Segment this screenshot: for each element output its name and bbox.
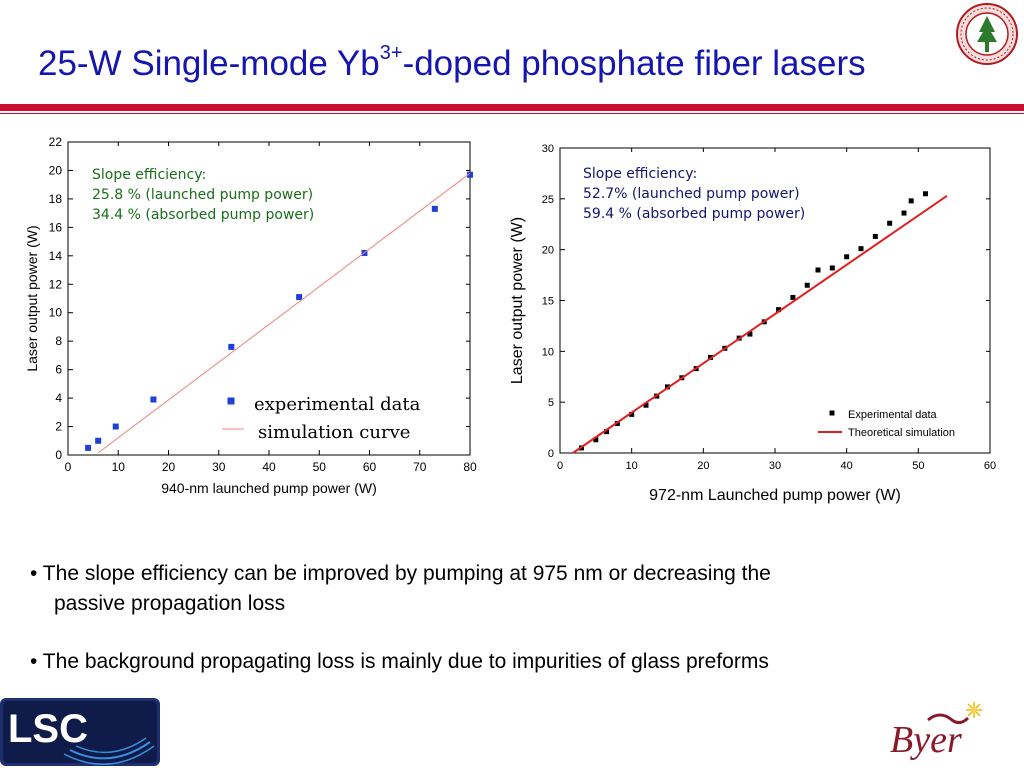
x-tick-label: 50 xyxy=(313,460,327,474)
data-point xyxy=(431,205,438,212)
legend-marker-icon xyxy=(227,397,235,405)
data-point xyxy=(228,343,235,350)
data-point xyxy=(804,282,810,288)
x-tick-label: 20 xyxy=(162,460,176,474)
y-tick-label: 0 xyxy=(55,448,62,462)
data-point xyxy=(95,437,102,444)
series-line xyxy=(97,172,471,454)
data-point xyxy=(629,411,635,417)
data-point xyxy=(923,191,928,197)
title-rule-thin xyxy=(0,113,1024,114)
y-tick-label: 22 xyxy=(49,135,63,149)
data-point xyxy=(296,294,303,301)
x-tick-label: 20 xyxy=(697,460,709,472)
y-axis-label: Laser output power (W) xyxy=(509,217,526,384)
x-tick-label: 60 xyxy=(363,460,377,474)
x-tick-label: 60 xyxy=(984,460,996,472)
slide-title: 25-W Single-mode Yb3+-doped phosphate fi… xyxy=(38,42,866,84)
data-point xyxy=(747,331,753,337)
title-rest: -doped phosphate fiber lasers xyxy=(402,44,866,83)
lsc-logo-text: LSC xyxy=(8,707,88,751)
y-tick-label: 4 xyxy=(55,391,62,405)
y-tick-label: 15 xyxy=(542,296,554,308)
data-point xyxy=(901,210,907,216)
y-tick-label: 0 xyxy=(548,448,554,460)
data-point xyxy=(829,265,835,271)
legend-marker-icon xyxy=(829,410,835,416)
x-axis-label: 940-nm launched pump power (W) xyxy=(161,480,377,496)
bullet-1-line-2: passive propagation loss xyxy=(54,592,286,615)
data-point xyxy=(112,423,119,430)
data-point xyxy=(815,267,821,273)
data-point xyxy=(887,220,893,226)
stanford-seal-icon xyxy=(956,3,1018,65)
y-tick-label: 6 xyxy=(55,363,62,377)
slope-annotation-line: 59.4 % (absorbed pump power) xyxy=(583,206,805,222)
legend-entry: Experimental data xyxy=(848,409,938,421)
lsc-logo-icon: LSC xyxy=(0,698,160,766)
bullet-1-line-1: • The slope efficiency can be improved b… xyxy=(30,562,771,585)
legend-entry: experimental data xyxy=(254,394,421,415)
y-tick-label: 20 xyxy=(542,245,554,257)
byer-logo-text: Byer xyxy=(890,719,962,761)
data-point xyxy=(85,444,92,451)
x-tick-label: 10 xyxy=(626,460,638,472)
data-point xyxy=(593,437,599,443)
y-tick-label: 10 xyxy=(542,346,554,358)
x-tick-label: 40 xyxy=(841,460,853,472)
data-point xyxy=(643,402,649,408)
slope-annotation-line: 25.8 % (launched pump power) xyxy=(92,187,313,203)
data-point xyxy=(790,294,796,300)
title-main: 25-W Single-mode Yb xyxy=(38,44,380,83)
y-tick-label: 14 xyxy=(49,249,63,263)
legend-entry: Theoretical simulation xyxy=(848,427,955,439)
x-tick-label: 30 xyxy=(212,460,226,474)
x-axis-label: 972-nm Launched pump power (W) xyxy=(649,487,901,504)
x-tick-label: 10 xyxy=(112,460,126,474)
slope-annotation-line: Slope efficiency: xyxy=(92,167,206,183)
y-tick-label: 8 xyxy=(55,334,62,348)
data-point xyxy=(858,246,864,252)
x-tick-label: 50 xyxy=(912,460,924,472)
x-tick-label: 80 xyxy=(463,460,477,474)
data-point xyxy=(908,198,914,204)
slope-annotation-line: 52.7% (launched pump power) xyxy=(583,186,800,202)
slope-annotation-line: 34.4 % (absorbed pump power) xyxy=(92,207,314,223)
y-tick-label: 16 xyxy=(49,220,63,234)
y-tick-label: 25 xyxy=(542,194,554,206)
x-tick-label: 30 xyxy=(769,460,781,472)
x-tick-label: 0 xyxy=(557,460,563,472)
y-tick-label: 18 xyxy=(49,192,63,206)
y-tick-label: 5 xyxy=(548,397,554,409)
right-chart: 0 10 20 30 40 50 60 0 5 10 15 20 25 30 972-nm Launched… xyxy=(509,143,996,504)
data-point xyxy=(467,171,473,178)
data-point xyxy=(150,396,157,403)
x-tick-label: 70 xyxy=(413,460,427,474)
series-line xyxy=(572,194,948,454)
y-tick-label: 12 xyxy=(49,277,63,291)
y-tick-label: 10 xyxy=(49,306,63,320)
legend-entry: simulation curve xyxy=(258,422,410,443)
x-tick-label: 40 xyxy=(262,460,276,474)
y-tick-label: 2 xyxy=(55,420,62,434)
byer-logo-icon: Byer xyxy=(890,702,982,761)
data-point xyxy=(844,254,850,260)
title-superscript: 3+ xyxy=(379,42,403,64)
data-point xyxy=(604,429,610,435)
y-tick-label: 20 xyxy=(49,163,63,177)
y-axis-label: Laser output power (W) xyxy=(24,225,40,371)
y-tick-label: 30 xyxy=(542,143,554,155)
x-tick-label: 0 xyxy=(65,460,72,474)
data-point xyxy=(872,233,878,239)
data-point xyxy=(776,307,782,313)
bullet-2: • The background propagating loss is mai… xyxy=(30,650,769,673)
slope-annotation-line: Slope efficiency: xyxy=(583,166,697,182)
left-chart: 0 10 20 30 40 50 60 70 80 0 2 4 6 8 10 12 14 16 18 20 22 940-… xyxy=(24,135,477,496)
title-rule xyxy=(0,104,1024,111)
